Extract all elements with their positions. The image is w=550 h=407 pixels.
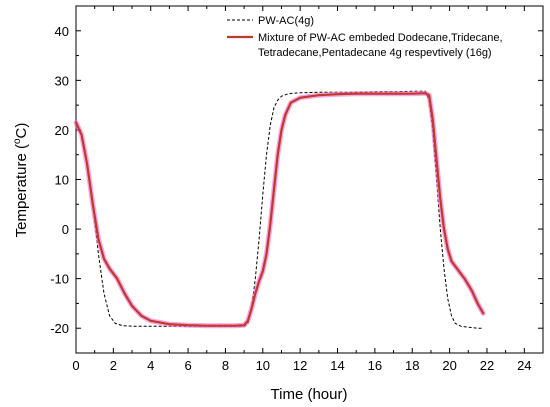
x-axis-label: Time (hour) bbox=[271, 386, 348, 403]
y-axis-label: Temperature (oC) bbox=[12, 123, 30, 238]
series-line-mixture-halo bbox=[73, 90, 486, 329]
x-tick-label: 24 bbox=[517, 358, 531, 373]
series-line-pw-ac bbox=[75, 90, 484, 329]
y-tick-label: 0 bbox=[62, 222, 69, 237]
x-tick-label: 12 bbox=[293, 358, 307, 373]
legend-label-solid-line2: Tetradecane,Pentadecane 4g respevtively … bbox=[258, 47, 492, 59]
y-tick-label: 20 bbox=[55, 123, 69, 138]
y-tick-label: 40 bbox=[55, 24, 69, 39]
y-tick-label: -10 bbox=[50, 272, 69, 287]
y-axis-label-main: Temperature ( bbox=[13, 144, 30, 237]
y-tick-label: 30 bbox=[55, 73, 69, 88]
x-tick-label: 20 bbox=[442, 358, 456, 373]
x-tick-label: 8 bbox=[222, 358, 229, 373]
x-tick-label: 14 bbox=[330, 358, 344, 373]
x-tick-label: 6 bbox=[184, 358, 191, 373]
legend-label-solid-line1: Mixture of PW-AC embeded Dodecane,Tridec… bbox=[258, 32, 503, 44]
x-tick-label: 4 bbox=[147, 358, 154, 373]
legend-label-dashed: PW-AC(4g) bbox=[258, 15, 314, 27]
y-tick-label: 10 bbox=[55, 173, 69, 188]
series-line-mixture bbox=[74, 92, 485, 327]
y-axis-label-tail: C) bbox=[13, 123, 30, 139]
y-tick-label: -20 bbox=[50, 321, 69, 336]
x-tick-label: 16 bbox=[368, 358, 382, 373]
legend: PW-AC(4g) Mixture of PW-AC embeded Dodec… bbox=[227, 15, 503, 59]
x-tick-label: 22 bbox=[480, 358, 494, 373]
x-tick-label: 2 bbox=[110, 358, 117, 373]
y-axis-label-sup: o bbox=[12, 138, 23, 144]
x-tick-label: 18 bbox=[405, 358, 419, 373]
series-layer bbox=[73, 90, 486, 329]
x-tick-label: 10 bbox=[256, 358, 270, 373]
x-tick-label: 0 bbox=[72, 358, 79, 373]
